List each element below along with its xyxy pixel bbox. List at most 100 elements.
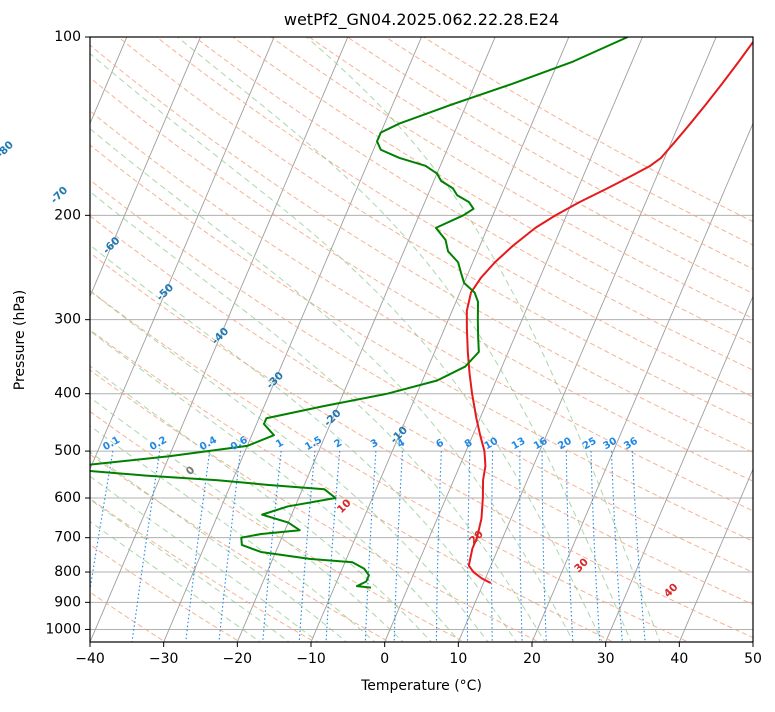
mixing-ratio-line (631, 451, 646, 642)
dry-adiabat-line (90, 329, 615, 642)
isotherm-line (605, 295, 753, 642)
moist-adiabat-line (90, 191, 546, 642)
isotherm-line (90, 37, 349, 642)
moist-adiabat-line (90, 451, 348, 642)
dry-adiabat-label: -30 (264, 370, 286, 392)
moist-adiabat-label: 0 (184, 464, 198, 478)
isotherm-line (457, 37, 717, 642)
x-tick-label: −10 (296, 651, 326, 667)
mixing-ratio-line (393, 451, 404, 642)
mixing-ratio-label: 25 (581, 436, 599, 453)
x-tick-label: −30 (149, 651, 179, 667)
mixing-ratio-line (565, 451, 574, 642)
dry-adiabat-line (308, 37, 753, 295)
y-axis-label-text: Pressure (hPa) (12, 289, 28, 391)
isotherm-line (163, 37, 422, 642)
dry-adiabat-label: -80 (0, 139, 16, 161)
moist-adiabat-line (90, 52, 603, 642)
line-labels: 0.10.20.40.611.52346810131620253036-100-… (0, 139, 681, 600)
mixing-ratio-line (185, 451, 211, 642)
isotherm-line (310, 37, 570, 642)
plot-frame (89, 36, 754, 643)
y-tick-label: 400 (54, 386, 81, 402)
moist-adiabat-line (90, 244, 518, 642)
dry-adiabat-line (117, 37, 753, 425)
mixing-ratio-label: 10 (483, 436, 501, 453)
y-axis: 100 200 300 400 500 600 700 800 900 1000 (45, 29, 90, 637)
isotherm-line (90, 37, 275, 471)
moist-adiabat-line (90, 498, 290, 642)
mixing-ratio-line (298, 451, 316, 642)
mixing-ratio-line (131, 451, 161, 642)
dry-adiabat-line (90, 453, 391, 642)
mixing-ratio-line (364, 451, 377, 642)
dry-adiabat-line (90, 290, 690, 642)
x-tick-label: 10 (449, 651, 467, 667)
dry-adiabat-line (90, 179, 753, 573)
moist-adiabat-label: 10 (335, 497, 354, 516)
isotherm-line (384, 37, 643, 642)
isotherm-line (678, 467, 753, 642)
mixing-ratio-label: 1.5 (303, 435, 324, 453)
dry-adiabat-line (155, 37, 753, 398)
y-tick-label: 600 (54, 490, 81, 506)
mixing-ratio-line (491, 451, 494, 642)
x-axis-label: Temperature (°C) (361, 678, 482, 694)
dry-adiabat-line (90, 252, 753, 639)
mixing-ratio-label: 6 (434, 437, 446, 450)
dry-adiabat-line (90, 77, 753, 482)
x-tick-label: 50 (744, 651, 762, 667)
dry-adiabat-label: -10 (388, 424, 410, 446)
dry-adiabat-line (90, 498, 316, 642)
dry-adiabat-line (193, 37, 753, 371)
moist-adiabat-line (90, 396, 404, 642)
y-tick-label: 700 (54, 530, 81, 546)
y-tick-label: 500 (54, 443, 81, 459)
isotherm-line (90, 37, 201, 298)
moist-adiabat-line (90, 475, 319, 642)
moist-adiabat-line (90, 128, 575, 642)
dry-adiabat-label: -40 (209, 325, 231, 347)
dry-adiabat-line (90, 410, 466, 642)
mixing-ratio-label: 8 (463, 437, 475, 450)
mixing-ratio-label: 13 (510, 436, 528, 453)
mixing-ratio-label: 0.6 (229, 435, 250, 453)
moist-adiabat-line (176, 37, 632, 642)
mixing-ratio-line (435, 451, 442, 642)
dry-adiabat-line (90, 44, 753, 453)
dry-adiabat-line (90, 369, 540, 642)
dry-adiabat-line (90, 215, 753, 606)
mixing-ratio-label: 36 (622, 436, 640, 453)
mixing-ratio-line (466, 451, 471, 642)
mixing-ratio-label: 3 (369, 437, 381, 450)
plot-area (0, 24, 753, 645)
mixing-ratio-label: 20 (556, 436, 574, 453)
dry-adiabat-line (346, 37, 753, 270)
mixing-ratio-line (541, 451, 547, 642)
x-tick-label: −20 (223, 651, 253, 667)
mixing-ratio-line (519, 451, 523, 642)
x-tick-label: 20 (523, 651, 541, 667)
y-tick-label: 200 (54, 207, 81, 223)
mixing-ratio-line (590, 451, 601, 642)
moist-adiabat-label: 20 (467, 528, 486, 547)
moist-adiabat-label: 40 (662, 581, 681, 600)
moist-adiabat-line (305, 37, 661, 642)
x-tick-label: −40 (75, 651, 105, 667)
x-tick-label: 30 (597, 651, 615, 667)
dewpoint-profile-line (90, 37, 629, 589)
moist-adiabat-line (90, 425, 376, 642)
mixing-ratio-label: 0.1 (101, 435, 122, 453)
isotherm-line (0, 24, 59, 645)
isotherm-line (531, 122, 753, 642)
mixing-ratio-line (90, 451, 114, 594)
mixing-ratio-line (218, 451, 242, 642)
x-axis: −40 −30 −20 −10 0 10 20 30 40 50 (75, 642, 762, 667)
mixing-ratio-line (610, 451, 623, 642)
dry-adiabat-line (90, 543, 241, 642)
y-tick-label: 100 (54, 29, 81, 45)
dry-adiabat-line (90, 110, 753, 512)
mixing-ratio-label: 1 (274, 437, 286, 450)
x-tick-label: 40 (670, 651, 688, 667)
